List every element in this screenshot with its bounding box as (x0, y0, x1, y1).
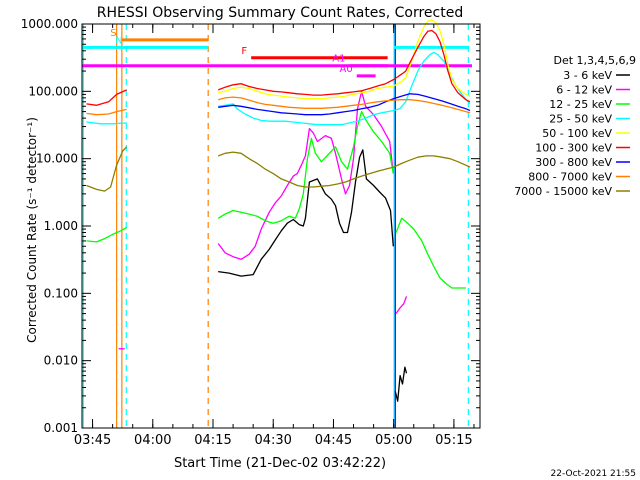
y-tick-label: 10.000 (36, 152, 78, 166)
interval-label: N (115, 35, 122, 46)
x-axis-label: Start Time (21-Dec-02 03:42:22) (174, 456, 386, 471)
series-line (86, 108, 127, 116)
y-axis-label: Corrected Count Rate (s⁻¹ detector⁻¹) (25, 117, 39, 343)
y-tick-label: 1000.000 (21, 17, 78, 31)
legend-entry-label: 800 - 7000 keV (528, 171, 612, 184)
y-tick-label: 0.010 (44, 354, 78, 368)
legend-entry-label: 6 - 12 keV (556, 84, 612, 97)
x-tick-label: 03:45 (74, 433, 111, 448)
series-line (217, 90, 394, 260)
series-line (217, 151, 471, 188)
legend-entry-label: 3 - 6 keV (563, 69, 612, 82)
axes: 1000.000 100.000 10.000 1.000 0.100 0.010 0.00… (21, 17, 481, 448)
x-tick-label: 05:00 (375, 433, 412, 448)
legend-entry-label: 25 - 50 keV (549, 113, 612, 126)
legend-entry-label: 12 - 25 keV (549, 98, 612, 111)
series-line (217, 29, 471, 103)
x-tick-label: 04:15 (194, 433, 231, 448)
series-line (218, 93, 471, 116)
interval-label: F (241, 46, 247, 57)
series-line (218, 96, 471, 114)
x-tick-label: 05:15 (435, 433, 472, 448)
interval-label: A0 (340, 64, 353, 75)
series-line (395, 296, 408, 314)
interval-label: A1 (332, 54, 345, 65)
y-tick-label: 0.100 (44, 286, 78, 300)
series-line (395, 217, 466, 289)
series-line (86, 146, 128, 192)
series-line (218, 19, 471, 100)
series-line (394, 366, 408, 402)
series-line (86, 89, 127, 106)
x-tick-label: 04:00 (134, 433, 171, 448)
legend-entry-label: 100 - 300 keV (535, 142, 612, 155)
series-line (217, 110, 394, 224)
series-line (86, 226, 128, 243)
x-tick-label: 04:45 (315, 433, 352, 448)
interval-label: S (110, 28, 116, 39)
series-line (218, 149, 394, 277)
legend-entry-label: 50 - 100 keV (542, 127, 612, 140)
legend-title: Det 1,3,4,5,6,9 (553, 54, 636, 67)
footer-timestamp: 22-Oct-2021 21:55 (551, 469, 636, 479)
legend-entry-label: 300 - 800 keV (535, 156, 612, 169)
data-series (86, 19, 471, 402)
y-tick-label: 100.000 (28, 84, 78, 98)
chart-title: RHESSI Observing Summary Count Rates, Co… (97, 5, 463, 21)
legend-entry-label: 7000 - 15000 keV (514, 185, 612, 198)
y-tick-label: 0.001 (44, 421, 78, 435)
y-tick-label: 1.000 (44, 219, 78, 233)
series-line (86, 121, 127, 125)
x-tick-label: 04:30 (254, 433, 291, 448)
series-line (218, 51, 471, 126)
